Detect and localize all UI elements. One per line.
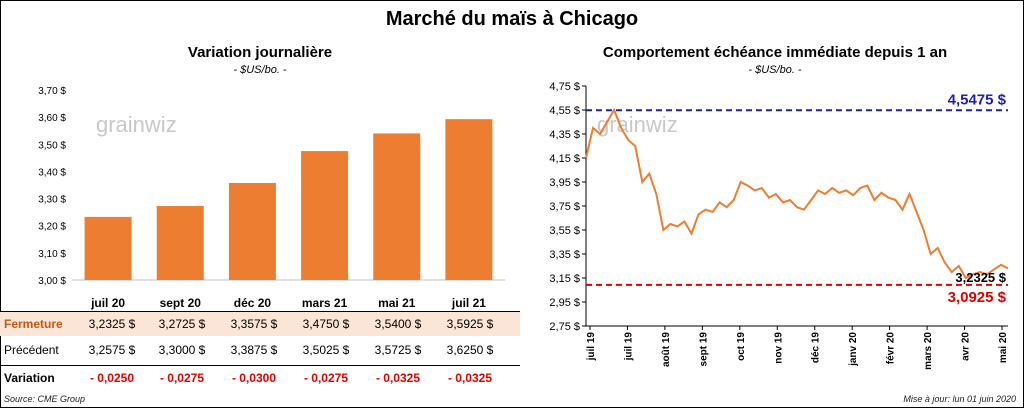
y-tick-label: 3,35 $ xyxy=(549,249,580,261)
table-cell: - 0,0325 xyxy=(447,371,493,385)
x-tick-label: mars 21 xyxy=(302,296,348,310)
x-tick-label: oct 19 xyxy=(736,332,747,361)
y-tick-label: 3,10 $ xyxy=(38,249,66,260)
y-tick-label: 3,20 $ xyxy=(38,222,66,233)
source-note: Source: CME Group xyxy=(4,394,86,404)
row-label: Variation xyxy=(4,371,55,385)
x-tick-label: mars 20 xyxy=(923,332,934,370)
y-tick-label: 3,00 $ xyxy=(38,276,66,287)
table-cell: - 0,0250 xyxy=(89,371,135,385)
right-chart-units: - $US/bo. - xyxy=(748,64,802,76)
y-tick-label: 2,75 $ xyxy=(549,321,580,333)
row-label: Précédent xyxy=(4,343,59,357)
x-tick-label: juil 21 xyxy=(451,296,486,310)
table-cell: 3,5725 $ xyxy=(374,343,422,357)
y-tick-label: 3,50 $ xyxy=(38,140,66,151)
update-note: Mise à jour: lun 01 juin 2020 xyxy=(903,394,1016,404)
x-tick-label: avr 20 xyxy=(961,332,972,361)
x-tick-label: déc 20 xyxy=(234,296,272,310)
table-cell: 3,3575 $ xyxy=(230,317,278,331)
table-cell: 3,4750 $ xyxy=(302,317,350,331)
page-title: Marché du maïs à Chicago xyxy=(385,8,639,30)
y-tick-label: 3,75 $ xyxy=(549,201,580,213)
table-cell: 3,2575 $ xyxy=(88,343,136,357)
table-cell: 3,2325 $ xyxy=(88,317,136,331)
y-tick-label: 3,15 $ xyxy=(549,273,580,285)
bar xyxy=(373,133,421,280)
price-line xyxy=(585,107,1009,280)
x-tick-label: juil 20 xyxy=(90,296,125,310)
table-row-fermeture: Fermeture 3,2325 $ 3,2725 $ 3,3575 $ 3,4… xyxy=(0,311,520,336)
y-tick-label: 3,95 $ xyxy=(549,177,580,189)
bar xyxy=(445,119,493,280)
table-cell: - 0,0275 xyxy=(303,371,349,385)
table-cell: - 0,0300 xyxy=(231,371,277,385)
y-tick-label: 3,60 $ xyxy=(38,113,66,124)
bar-chart: 3,00 $ 3,10 $ 3,20 $ 3,30 $ 3,40 $ 3,50 $ 3,60… xyxy=(38,86,505,310)
x-tick-label: févr 20 xyxy=(886,332,897,365)
x-tick-label: juil 19 xyxy=(623,332,634,362)
x-tick-label: janv 20 xyxy=(848,332,859,367)
left-chart-units: - $US/bo. - xyxy=(233,64,287,76)
bar xyxy=(84,216,132,280)
x-tick-label: nov 19 xyxy=(773,332,784,364)
x-tick-label: mai 20 xyxy=(998,332,1009,364)
low-value-label: 3,0925 $ xyxy=(948,289,1007,306)
table-cell: - 0,0325 xyxy=(375,371,421,385)
line-chart: 2,75 $ 2,95 $ 3,15 $ 3,35 $ 3,55 $ 3,75 $ 3,95… xyxy=(549,81,1009,370)
last-value-label: 3,2325 $ xyxy=(955,270,1006,285)
table-cell: 3,3875 $ xyxy=(230,343,278,357)
left-chart-title: Variation journalière xyxy=(187,44,333,61)
bar xyxy=(156,206,204,280)
y-tick-label: 3,30 $ xyxy=(38,195,66,206)
y-tick-label: 3,70 $ xyxy=(38,86,66,97)
y-tick-label: 4,75 $ xyxy=(549,81,580,93)
left-watermark: grainwiz xyxy=(96,112,177,137)
y-tick-label: 4,55 $ xyxy=(549,105,580,117)
table-cell: - 0,0275 xyxy=(159,371,205,385)
table-cell: 3,5400 $ xyxy=(374,317,422,331)
table-cell: 3,2725 $ xyxy=(158,317,206,331)
table-cell: 3,6250 $ xyxy=(446,343,494,357)
table-row-precedent: Précédent 3,2575 $ 3,3000 $ 3,3875 $ 3,5… xyxy=(0,338,520,362)
x-tick-label: août 19 xyxy=(661,332,672,367)
x-tick-label: sept 19 xyxy=(698,332,709,367)
bar xyxy=(228,182,276,280)
high-value-label: 4,5475 $ xyxy=(948,91,1007,108)
table-cell: 3,5925 $ xyxy=(446,317,494,331)
row-label: Fermeture xyxy=(4,317,63,331)
y-tick-label: 4,15 $ xyxy=(549,153,580,165)
y-tick-label: 4,35 $ xyxy=(549,129,580,141)
x-tick-label: juil 19 xyxy=(586,332,597,362)
y-tick-label: 2,95 $ xyxy=(549,297,580,309)
y-tick-label: 3,55 $ xyxy=(549,225,580,237)
x-tick-label: mai 21 xyxy=(378,296,416,310)
table-cell: 3,3000 $ xyxy=(158,343,206,357)
x-tick-label: sept 20 xyxy=(160,296,202,310)
right-chart-title: Comportement échéance immédiate depuis 1… xyxy=(602,44,948,61)
y-tick-label: 3,40 $ xyxy=(38,167,66,178)
bar xyxy=(301,151,349,280)
x-tick-label: déc 19 xyxy=(811,332,822,364)
table-row-variation: Variation - 0,0250 - 0,0275 - 0,0300 - 0… xyxy=(0,365,520,390)
table-cell: 3,5025 $ xyxy=(302,343,350,357)
